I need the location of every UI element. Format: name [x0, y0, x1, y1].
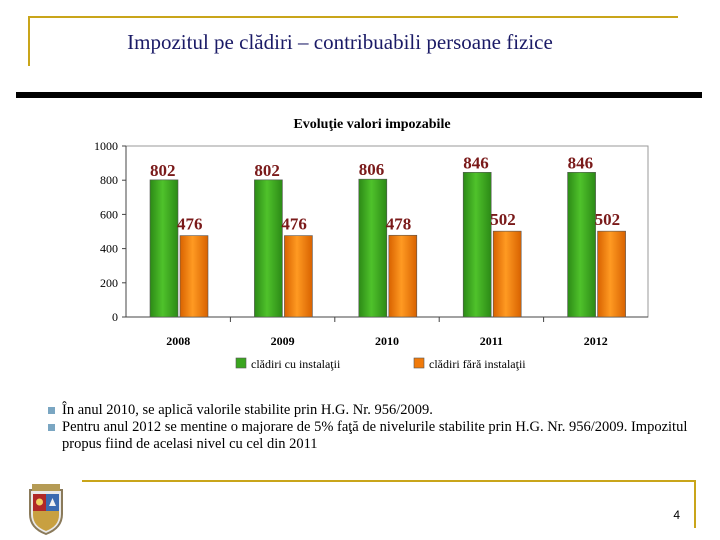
bar-2010-fara — [388, 234, 418, 318]
bar-2008-cu — [149, 179, 179, 318]
legend-swatch — [413, 357, 425, 369]
bar-2011-cu — [462, 172, 492, 318]
data-label: 802 — [254, 161, 280, 180]
notes-list: În anul 2010, se aplică valorile stabili… — [48, 402, 698, 453]
data-label: 846 — [463, 153, 489, 172]
y-tick-label: 200 — [100, 276, 118, 290]
bar-2011-fara — [492, 230, 522, 318]
bar-2012-fara — [597, 230, 626, 318]
legend-label: clădiri fără instalaţii — [429, 357, 526, 371]
bar-2009-cu — [254, 179, 283, 318]
x-tick-label: 2010 — [375, 334, 399, 348]
data-label: 806 — [359, 160, 385, 179]
x-tick-label: 2011 — [480, 334, 503, 348]
footer-frame — [82, 480, 696, 528]
data-label: 476 — [177, 215, 203, 234]
note-text: În anul 2010, se aplică valorile stabili… — [62, 402, 433, 418]
title-divider — [16, 92, 702, 98]
data-label: 502 — [595, 210, 621, 229]
bullet-square-icon — [48, 407, 55, 414]
legend-label: clădiri cu instalaţii — [251, 357, 341, 371]
y-tick-label: 600 — [100, 207, 118, 221]
coat-of-arms-icon — [29, 484, 63, 536]
page-title: Impozitul pe clădiri – contribuabili per… — [127, 30, 553, 54]
bar-chart: Evoluţie valori impozabile 0 200 400 600 800… — [94, 117, 649, 371]
bullet-square-icon — [48, 424, 55, 431]
bar-2012-cu — [567, 172, 596, 318]
y-tick-label: 800 — [100, 173, 118, 187]
data-label: 502 — [490, 210, 516, 229]
x-tick-label: 2009 — [271, 334, 295, 348]
bar-2009-fara — [284, 235, 313, 318]
data-label: 846 — [568, 153, 594, 172]
legend-swatch — [235, 357, 247, 369]
bar-2008-fara — [179, 235, 209, 318]
y-tick-label: 1000 — [94, 139, 118, 153]
note-text: Pentru anul 2012 se mentine o majorare d… — [62, 419, 688, 452]
x-tick-label: 2012 — [584, 334, 608, 348]
note-item: În anul 2010, se aplică valorile stabili… — [48, 402, 698, 419]
x-tick-label: 2008 — [166, 334, 190, 348]
y-tick-label: 400 — [100, 242, 118, 256]
y-tick-label: 0 — [112, 310, 118, 324]
data-label: 802 — [150, 161, 176, 180]
data-label: 476 — [281, 215, 307, 234]
title-frame — [28, 16, 678, 66]
chart-title: Evoluţie valori impozabile — [293, 117, 450, 132]
note-item: Pentru anul 2012 se mentine o majorare d… — [48, 419, 698, 453]
data-label: 478 — [386, 214, 412, 233]
bar-2010-cu — [358, 178, 388, 318]
page-number: 4 — [673, 508, 680, 522]
